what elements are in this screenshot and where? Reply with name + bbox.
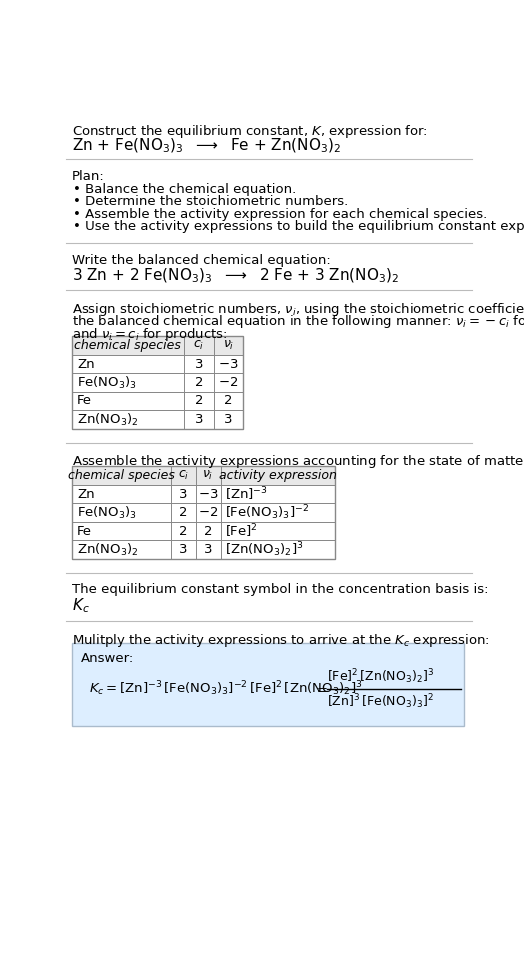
Text: • Use the activity expressions to build the equilibrium constant expression.: • Use the activity expressions to build … [73, 220, 524, 233]
Text: $[\mathrm{Fe}]^2\,[\mathrm{Zn(NO_3)_2}]^3$: $[\mathrm{Fe}]^2\,[\mathrm{Zn(NO_3)_2}]^… [328, 667, 434, 686]
FancyBboxPatch shape [72, 466, 335, 485]
Text: The equilibrium constant symbol in the concentration basis is:: The equilibrium constant symbol in the c… [72, 583, 488, 597]
Text: Plan:: Plan: [72, 170, 104, 183]
Text: Zn(NO$_3$)$_2$: Zn(NO$_3$)$_2$ [77, 542, 139, 557]
Text: 2: 2 [224, 394, 233, 407]
Text: Zn(NO$_3$)$_2$: Zn(NO$_3$)$_2$ [77, 411, 139, 428]
Text: 3: 3 [179, 543, 188, 556]
Text: Zn + Fe(NO$_3$)$_3$  $\longrightarrow$  Fe + Zn(NO$_3$)$_2$: Zn + Fe(NO$_3$)$_3$ $\longrightarrow$ Fe… [72, 136, 341, 155]
Text: activity expression: activity expression [219, 469, 337, 482]
Text: $-3$: $-3$ [198, 487, 219, 501]
Text: $K_c = [\mathrm{Zn}]^{-3}\,[\mathrm{Fe(NO_3)_3}]^{-2}\,[\mathrm{Fe}]^2\,[\mathrm: $K_c = [\mathrm{Zn}]^{-3}\,[\mathrm{Fe(N… [89, 679, 362, 699]
Text: Construct the equilibrium constant, $K$, expression for:: Construct the equilibrium constant, $K$,… [72, 123, 428, 140]
Text: 3 Zn + 2 Fe(NO$_3$)$_3$  $\longrightarrow$  2 Fe + 3 Zn(NO$_3$)$_2$: 3 Zn + 2 Fe(NO$_3$)$_3$ $\longrightarrow… [72, 267, 399, 285]
Text: $=$: $=$ [313, 682, 328, 696]
Text: $-2$: $-2$ [198, 506, 218, 519]
Text: $-3$: $-3$ [218, 357, 238, 371]
Text: 2: 2 [179, 506, 188, 519]
Text: Zn: Zn [77, 487, 95, 501]
Text: $c_i$: $c_i$ [193, 339, 204, 352]
FancyBboxPatch shape [72, 643, 464, 726]
Text: chemical species: chemical species [68, 469, 174, 482]
Text: and $\nu_i = c_i$ for products:: and $\nu_i = c_i$ for products: [72, 326, 227, 342]
FancyBboxPatch shape [72, 373, 243, 392]
Text: Assign stoichiometric numbers, $\nu_i$, using the stoichiometric coefficients, $: Assign stoichiometric numbers, $\nu_i$, … [72, 301, 524, 318]
Text: Fe: Fe [77, 525, 92, 537]
Text: $-2$: $-2$ [218, 376, 238, 389]
FancyBboxPatch shape [72, 485, 335, 504]
Text: [Fe(NO$_3$)$_3$]$^{-2}$: [Fe(NO$_3$)$_3$]$^{-2}$ [225, 504, 309, 522]
Text: chemical species: chemical species [74, 339, 181, 352]
FancyBboxPatch shape [72, 336, 243, 355]
Text: Answer:: Answer: [81, 652, 134, 665]
Text: $\nu_i$: $\nu_i$ [202, 469, 214, 482]
Text: 3: 3 [224, 413, 233, 426]
Text: [Fe]$^2$: [Fe]$^2$ [225, 523, 258, 540]
Text: 2: 2 [194, 394, 203, 407]
Text: • Determine the stoichiometric numbers.: • Determine the stoichiometric numbers. [73, 195, 348, 209]
Text: Mulitply the activity expressions to arrive at the $K_c$ expression:: Mulitply the activity expressions to arr… [72, 632, 489, 649]
Text: [Zn(NO$_3$)$_2$]$^3$: [Zn(NO$_3$)$_2$]$^3$ [225, 540, 303, 559]
Text: $[\mathrm{Zn}]^3\,[\mathrm{Fe(NO_3)_3}]^2$: $[\mathrm{Zn}]^3\,[\mathrm{Fe(NO_3)_3}]^… [328, 692, 434, 710]
Text: Fe: Fe [77, 394, 92, 407]
Text: 3: 3 [204, 543, 212, 556]
FancyBboxPatch shape [72, 504, 335, 522]
Text: 2: 2 [179, 525, 188, 537]
FancyBboxPatch shape [72, 392, 243, 410]
FancyBboxPatch shape [72, 410, 243, 429]
Text: 2: 2 [204, 525, 212, 537]
Text: • Balance the chemical equation.: • Balance the chemical equation. [73, 184, 297, 196]
Text: 3: 3 [179, 487, 188, 501]
FancyBboxPatch shape [72, 355, 243, 373]
Text: 3: 3 [194, 357, 203, 371]
Text: Assemble the activity expressions accounting for the state of matter and $\nu_i$: Assemble the activity expressions accoun… [72, 454, 524, 470]
Text: the balanced chemical equation in the following manner: $\nu_i = -c_i$ for react: the balanced chemical equation in the fo… [72, 313, 524, 331]
Text: Zn: Zn [77, 357, 95, 371]
Text: $c_i$: $c_i$ [178, 469, 189, 482]
Text: Fe(NO$_3$)$_3$: Fe(NO$_3$)$_3$ [77, 375, 137, 390]
Text: $K_c$: $K_c$ [72, 597, 90, 615]
Text: Write the balanced chemical equation:: Write the balanced chemical equation: [72, 254, 331, 267]
FancyBboxPatch shape [72, 522, 335, 540]
Text: 2: 2 [194, 376, 203, 389]
Text: [Zn]$^{-3}$: [Zn]$^{-3}$ [225, 485, 268, 503]
Text: Fe(NO$_3$)$_3$: Fe(NO$_3$)$_3$ [77, 505, 137, 521]
Text: • Assemble the activity expression for each chemical species.: • Assemble the activity expression for e… [73, 208, 487, 221]
Text: 3: 3 [194, 413, 203, 426]
Text: $\nu_i$: $\nu_i$ [223, 339, 234, 352]
FancyBboxPatch shape [72, 540, 335, 559]
